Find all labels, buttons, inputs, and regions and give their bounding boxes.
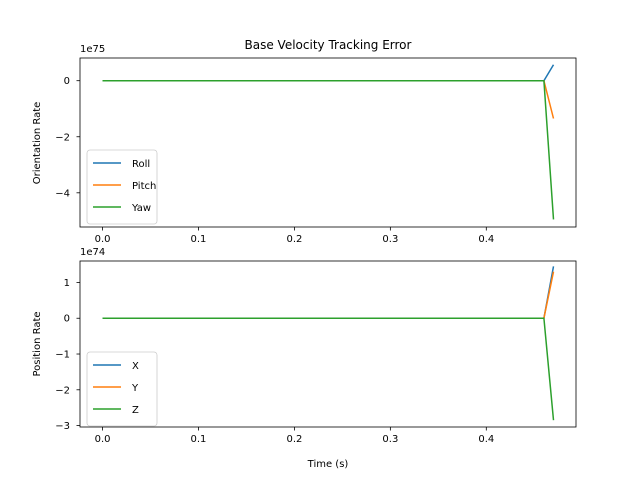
- x-tick-label: 0.4: [478, 234, 494, 245]
- legend-label-y: Y: [131, 383, 139, 394]
- plot-frame: [79, 57, 577, 228]
- x-tick-label: 0.0: [95, 234, 111, 245]
- legend-box: [86, 351, 158, 427]
- x-tick-label: 0.1: [191, 434, 207, 445]
- x-tick-label: 0.3: [382, 234, 398, 245]
- x-tick-label: 0.4: [478, 434, 494, 445]
- x-tick-label: 0.1: [191, 234, 207, 245]
- y-tick-label: 0: [64, 314, 70, 325]
- y-tick-label: −1: [55, 350, 70, 361]
- chart-title: Base Velocity Tracking Error: [245, 38, 412, 52]
- legend-label-pitch: Pitch: [132, 181, 156, 192]
- y-tick-label: −4: [55, 188, 70, 199]
- series-line-yaw: [102, 79, 555, 220]
- series-line-z: [102, 317, 555, 421]
- x-tick-label: 0.0: [95, 434, 111, 445]
- legend-box: [86, 149, 158, 225]
- y-tick-label: −2: [55, 385, 70, 396]
- y-exponent-label: 1e75: [80, 44, 105, 55]
- y-tick-label: 0: [64, 76, 70, 87]
- legend-label-yaw: Yaw: [131, 203, 151, 214]
- position-rate-subplot: 1e74 Position Rate Time (s) 0.0 0.1 0.2 0.3…: [32, 247, 577, 470]
- orientation-rate-subplot: Base Velocity Tracking Error 1e75 Orient…: [32, 38, 577, 245]
- x-axis-label: Time (s): [307, 459, 349, 470]
- plot-frame: [79, 260, 577, 428]
- x-tick-label: 0.3: [382, 434, 398, 445]
- y-axis-label: Position Rate: [32, 311, 43, 376]
- x-tick-label: 0.2: [286, 234, 302, 245]
- y-axis-label: Orientation Rate: [32, 102, 43, 185]
- y-tick-label: −3: [55, 421, 70, 432]
- x-tick-label: 0.2: [286, 434, 302, 445]
- y-exponent-label: 1e74: [80, 247, 105, 258]
- legend-label-x: X: [132, 361, 139, 372]
- y-tick-label: −2: [55, 132, 70, 143]
- legend-label-z: Z: [132, 405, 139, 416]
- legend-label-roll: Roll: [132, 159, 150, 170]
- y-tick-label: 1: [64, 278, 70, 289]
